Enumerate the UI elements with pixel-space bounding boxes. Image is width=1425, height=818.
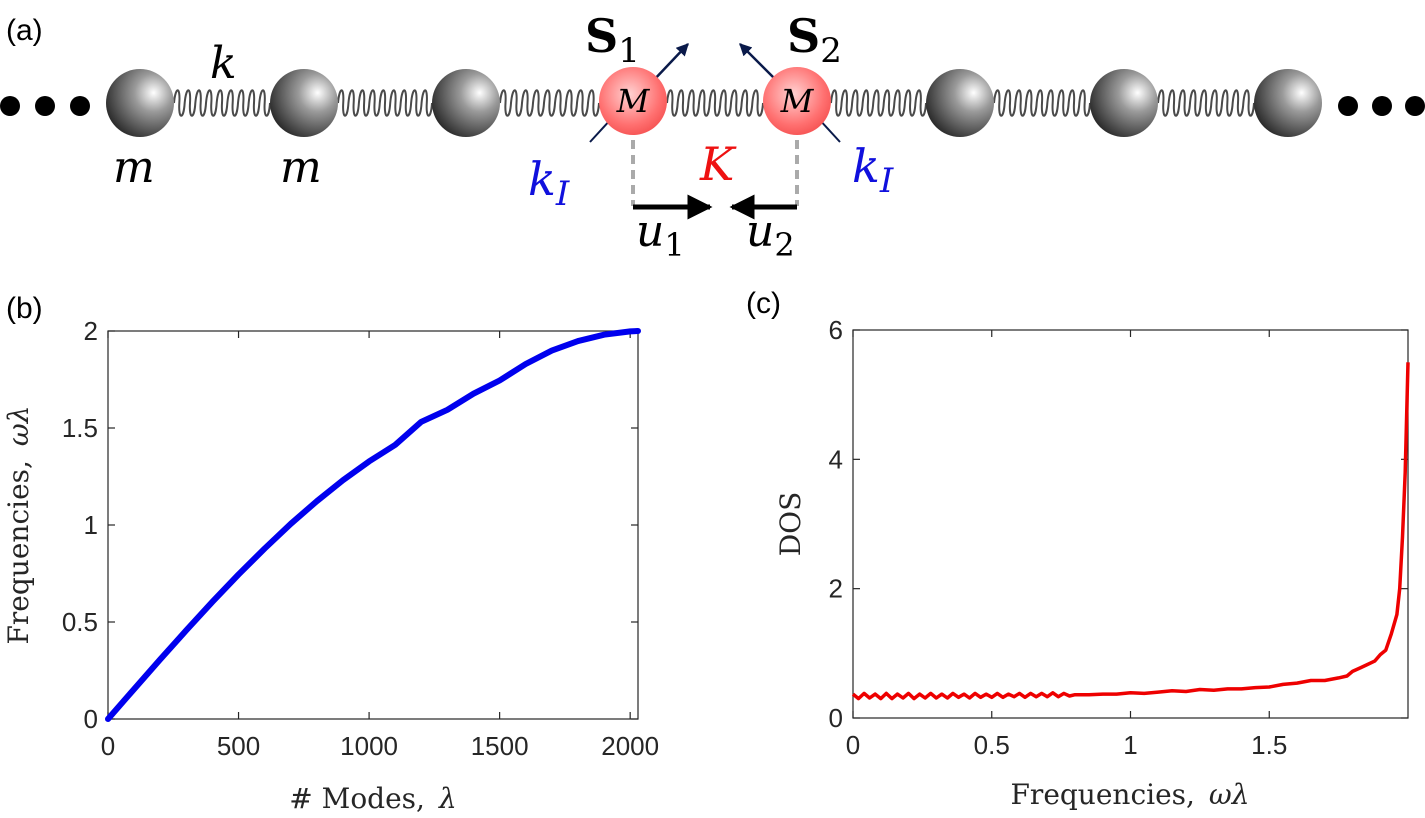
ellipsis-right [1338, 96, 1425, 116]
x-tick-label: 1.5 [1251, 730, 1287, 760]
series-line-b [105, 328, 641, 722]
panel-label-b: (b) [6, 292, 43, 325]
impurity-mass-ball [763, 67, 831, 135]
spring-coil [666, 89, 764, 117]
spin-arrow-2 [739, 43, 777, 81]
ellipsis-left [0, 96, 90, 116]
y-tick-label: 2 [84, 316, 98, 346]
mass-ball [106, 69, 174, 137]
impurity-spring-label: kI [852, 139, 894, 201]
spring-coil [993, 89, 1091, 117]
y-axis-label-b: Frequencies,ωλ [2, 406, 35, 645]
y-tick-label: 2 [829, 574, 843, 604]
series-line-c [851, 362, 1410, 701]
spring-coil [173, 89, 271, 117]
mass-label-m: m [280, 142, 322, 193]
y-tick-label: 1 [84, 510, 98, 540]
coupling-label-K: K [699, 137, 737, 191]
mass-label-m: m [113, 142, 155, 193]
spin-arrow-1 [651, 43, 689, 83]
panel-c-chart: (c) 0 0.5 1 1.5 0 2 4 6 Frequencies, ωλ DOS [746, 287, 1410, 811]
x-axis-label-b: # Modes, λ [289, 782, 456, 815]
y-tick-label: 0 [829, 703, 843, 733]
panel-label-c: (c) [746, 287, 781, 320]
mass-ball [270, 69, 338, 137]
x-tick-label: 0 [101, 731, 115, 761]
plot-area-b [107, 330, 639, 720]
mass-ball [926, 69, 994, 137]
panel-a-schematic: (a) M M S1 S2 k m m [0, 9, 1425, 264]
axis-ticks-b: 0 500 1000 1500 2000 0 0.5 1 1.5 2 [62, 316, 659, 761]
y-tick-label: 4 [829, 444, 843, 474]
y-tick-label: 6 [829, 315, 843, 345]
spin-label-2: S2 [787, 9, 842, 71]
y-tick-label: 1.5 [62, 413, 98, 443]
x-tick-label: 1 [1123, 730, 1137, 760]
plot-area-c [852, 329, 1409, 719]
impurity-mass-ball [599, 67, 667, 135]
mass-ball [432, 69, 500, 137]
springs [173, 89, 1255, 117]
x-axis-label-c: Frequencies, ωλ [1011, 778, 1250, 811]
spin-label-1: S1 [585, 9, 640, 71]
displacement-label-2: u2 [746, 206, 795, 264]
spring-coil [499, 89, 600, 117]
x-tick-label: 2000 [601, 731, 659, 761]
mass-ball [1090, 69, 1158, 137]
axis-ticks-c: 0 0.5 1 1.5 0 2 4 6 [829, 315, 1408, 760]
x-tick-label: 500 [217, 731, 260, 761]
y-tick-label: 0 [84, 704, 98, 734]
impurity-mass-label: M [616, 82, 651, 120]
spring-coil [830, 89, 927, 117]
impurity-spring-label: kI [528, 152, 570, 214]
displacement-label-1: u1 [636, 206, 685, 264]
x-tick-label: 0 [846, 730, 860, 760]
x-tick-label: 0.5 [974, 730, 1010, 760]
x-tick-label: 1000 [340, 731, 398, 761]
y-tick-label: 0.5 [62, 607, 98, 637]
spring-coil [1157, 89, 1255, 117]
impurity-mass-label: M [780, 82, 815, 120]
spring-coil [337, 89, 433, 117]
y-axis-label-c: DOS [774, 492, 807, 557]
panel-label-a: (a) [6, 14, 43, 47]
spring-label-k: k [210, 38, 237, 89]
x-tick-label: 1500 [471, 731, 529, 761]
mass-ball [1254, 69, 1322, 137]
